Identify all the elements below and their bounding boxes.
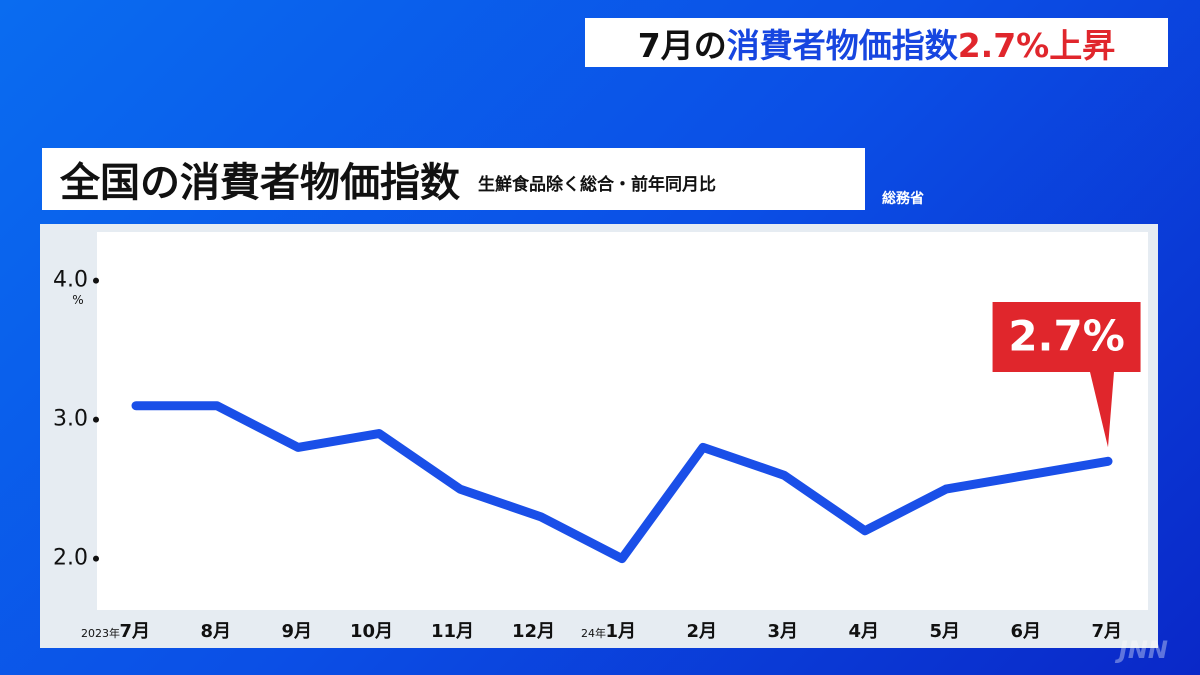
tick-mark bbox=[93, 416, 99, 423]
headline-part: 2.7%上昇 bbox=[957, 25, 1116, 65]
x-tick-label-text: 10月 bbox=[350, 621, 393, 642]
x-tick-prefix: 2023年 bbox=[81, 626, 120, 640]
y-tick-label: 3.0 bbox=[53, 407, 88, 432]
x-tick-label-text: 1月 bbox=[605, 621, 636, 642]
data-line bbox=[131, 401, 1113, 564]
x-tick-label: 4月 bbox=[848, 621, 879, 642]
x-tick-label-text: 8月 bbox=[200, 621, 231, 642]
x-tick-label-text: 6月 bbox=[1010, 621, 1041, 642]
x-tick-label-text: 5月 bbox=[929, 621, 960, 642]
x-tick-label: 7月 bbox=[119, 621, 150, 642]
x-tick-label: 7月 bbox=[1091, 621, 1122, 642]
x-tick-label: 1月 bbox=[605, 621, 636, 642]
y-tick-label: 4.0 bbox=[53, 268, 88, 293]
x-tick-label-text: 4月 bbox=[848, 621, 879, 642]
x-tick-label-text: 2月 bbox=[686, 621, 717, 642]
callout-box bbox=[992, 302, 1141, 448]
y-unit: % bbox=[72, 293, 83, 307]
tick-mark bbox=[93, 277, 99, 284]
chart-subtitle: 生鮮食品除く総合・前年同月比 bbox=[478, 174, 716, 195]
source: 総務省 bbox=[882, 191, 924, 207]
headline-part: 7月の bbox=[637, 25, 727, 65]
headline: 7月の 消費者物価指数 2.7%上昇 bbox=[585, 18, 1168, 67]
y-tick-label: 2.0 bbox=[53, 546, 88, 571]
watermark: JNN bbox=[1115, 636, 1168, 664]
x-tick-label: 9月 bbox=[281, 621, 312, 642]
chart-title: 全国の消費者物価指数 bbox=[60, 160, 460, 206]
x-tick-label-text: 11月 bbox=[431, 621, 474, 642]
plot-area bbox=[97, 232, 1148, 610]
x-tick-label: 11月 bbox=[431, 621, 474, 642]
x-tick-label: 10月 bbox=[350, 621, 393, 642]
headline-part: 消費者物価指数 bbox=[726, 25, 958, 65]
x-tick-label: 8月 bbox=[200, 621, 231, 642]
x-tick-label-text: 7月 bbox=[119, 621, 150, 642]
x-tick-label: 6月 bbox=[1010, 621, 1041, 642]
x-tick-label-text: 9月 bbox=[281, 621, 312, 642]
x-tick-label: 2月 bbox=[686, 621, 717, 642]
x-tick-label: 3月 bbox=[767, 621, 798, 642]
x-tick-label-text: 12月 bbox=[512, 621, 555, 642]
x-tick-label-text: 7月 bbox=[1091, 621, 1122, 642]
tick-mark bbox=[93, 555, 99, 562]
x-tick-prefix: 24年 bbox=[581, 626, 606, 640]
x-tick-label-text: 3月 bbox=[767, 621, 798, 642]
x-tick-label: 12月 bbox=[512, 621, 555, 642]
title-box: 全国の消費者物価指数 生鮮食品除く総合・前年同月比 bbox=[42, 148, 865, 210]
x-tick-label: 5月 bbox=[929, 621, 960, 642]
value-label: 2.7% bbox=[1008, 312, 1124, 361]
